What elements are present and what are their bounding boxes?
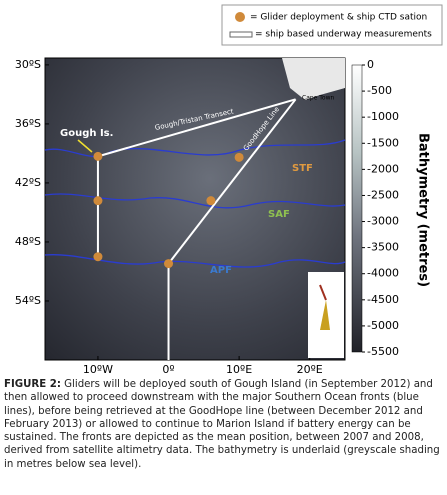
station bbox=[164, 259, 174, 269]
track bbox=[167, 98, 297, 265]
map-label: APF bbox=[210, 265, 232, 276]
legend-text: = Glider deployment & ship CTD sation bbox=[250, 13, 427, 23]
station bbox=[234, 152, 244, 162]
colorbar-tick-label: -3000 bbox=[367, 215, 399, 228]
legend-marker bbox=[235, 12, 245, 22]
land bbox=[282, 58, 345, 100]
y-tick-label: 54ºS bbox=[15, 294, 41, 307]
colorbar-tick-label: -4000 bbox=[367, 267, 399, 280]
colorbar-tick-label: -5000 bbox=[367, 319, 399, 332]
colorbar bbox=[351, 64, 363, 353]
figure: Bathymetry (metres) = Glider deployment … bbox=[15, 4, 443, 376]
glider-antenna bbox=[319, 284, 327, 301]
map-label: SAF bbox=[268, 209, 290, 220]
map-label: Cape Town bbox=[302, 95, 334, 102]
track bbox=[97, 98, 296, 158]
y-tick-label: 48ºS bbox=[15, 235, 41, 248]
map-label: Gough Is. bbox=[60, 128, 113, 139]
caption-label: FIGURE 2: bbox=[4, 379, 61, 390]
colorbar-tick-label: -3500 bbox=[367, 241, 399, 254]
colorbar-tick-label: -1000 bbox=[367, 110, 399, 123]
colorbar-tick-label: -5500 bbox=[367, 345, 399, 358]
station bbox=[93, 196, 103, 206]
station bbox=[93, 252, 103, 262]
colorbar-tick-label: -2000 bbox=[367, 162, 399, 175]
colorbar-tick-label: -4500 bbox=[367, 293, 399, 306]
glider bbox=[320, 300, 330, 330]
y-tick-label: 42ºS bbox=[15, 176, 41, 189]
x-tick-label: 10ºW bbox=[83, 363, 113, 376]
legend-line bbox=[229, 31, 253, 38]
y-tick-label: 30ºS bbox=[15, 58, 41, 71]
y-tick-label: 36ºS bbox=[15, 117, 41, 130]
arrow bbox=[77, 139, 93, 153]
legend bbox=[221, 4, 443, 46]
map-label: STF bbox=[292, 163, 313, 174]
caption: FIGURE 2: Gliders will be deployed south… bbox=[4, 378, 444, 471]
x-tick-label: 0º bbox=[162, 363, 174, 376]
colorbar-tick-label: -2500 bbox=[367, 188, 399, 201]
x-tick-label: 10ºE bbox=[226, 363, 252, 376]
x-tick-label: 20ºE bbox=[297, 363, 323, 376]
map-frame bbox=[44, 57, 346, 361]
legend-text: = ship based underway measurements bbox=[255, 30, 432, 40]
colorbar-tick-label: -500 bbox=[367, 84, 392, 97]
station bbox=[93, 151, 103, 161]
station bbox=[206, 196, 216, 206]
colorbar-tick-label: -1500 bbox=[367, 136, 399, 149]
colorbar-tick-label: 0 bbox=[367, 58, 374, 71]
colorbar-label: Bathymetry (metres) bbox=[416, 133, 431, 287]
caption-text: Gliders will be deployed south of Gough … bbox=[4, 379, 440, 470]
